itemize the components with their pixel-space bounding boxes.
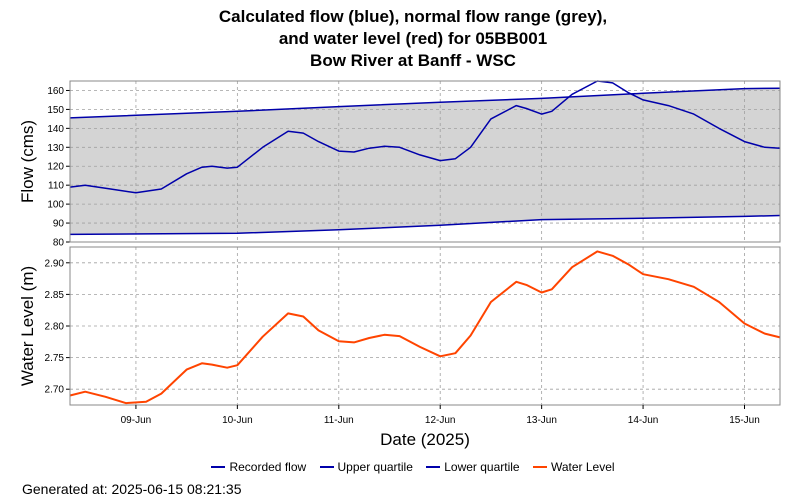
flow-tick-label-y: 110 [48, 181, 64, 192]
tick-label-x: 12-Jun [425, 415, 456, 426]
tick-label-x: 11-Jun [324, 415, 354, 426]
flow-y-axis-title: Flow (cms) [18, 120, 37, 203]
generated-timestamp: Generated at: 2025-06-15 08:21:35 [22, 481, 242, 497]
legend: Recorded flow Upper quartile Lower quart… [0, 459, 800, 474]
legend-swatch-recorded-flow [211, 465, 226, 468]
level-tick-label-y: 2.85 [45, 290, 65, 301]
flow-tick-label-y: 150 [47, 105, 64, 116]
title-line-3: Bow River at Banff - WSC [310, 51, 516, 70]
title-line-1: Calculated flow (blue), normal flow rang… [218, 7, 608, 26]
legend-item-water-level: Water Level [532, 459, 615, 474]
flow-tick-label-y: 130 [47, 143, 64, 154]
flow-plot-border [69, 80, 781, 243]
water-level-line [69, 250, 781, 405]
flow-tick-label-y: 140 [47, 124, 64, 135]
legend-label-lower-quartile: Lower quartile [444, 459, 520, 474]
chart-title: Calculated flow (blue), normal flow rang… [0, 6, 800, 72]
flow-tick-label-y: 160 [47, 86, 64, 97]
legend-item-recorded-flow: Recorded flow [211, 460, 306, 474]
legend-item-lower-quartile: Lower quartile [426, 459, 520, 474]
flow-tick-label-y: 90 [53, 219, 65, 230]
upper-quartile-line [69, 87, 781, 119]
flow-tick-label-y: 80 [53, 238, 65, 249]
level-tick-label-y: 2.80 [45, 322, 65, 333]
legend-swatch-lower-quartile [426, 465, 441, 468]
lower-quartile-line [69, 214, 781, 236]
title-line-2: and water level (red) for 05BB001 [278, 29, 548, 48]
level-tick-label-y: 2.75 [45, 353, 65, 364]
level-plot-border [69, 246, 781, 406]
legend-swatch-upper-quartile [319, 465, 334, 468]
flow-tick-label-y: 120 [47, 162, 64, 173]
tick-label-x: 10-Jun [222, 415, 253, 426]
tick-label-x: 09-Jun [121, 415, 152, 426]
recorded-flow-line [69, 80, 781, 194]
tick-label-x: 15-Jun [729, 415, 760, 426]
flow-panel: 80 90 100 110 120 130 140 150 160 Flow (cms) [18, 80, 781, 249]
tick-label-x: 14-Jun [628, 415, 659, 426]
legend-item-upper-quartile: Upper quartile [319, 459, 413, 474]
legend-label-recorded-flow: Recorded flow [229, 459, 307, 474]
water-level-panel: 2.70 2.75 2.80 2.85 2.90 Water Level (m) 09-Ju… [18, 246, 781, 449]
flow-tick-label-y: 100 [47, 200, 64, 211]
legend-label-upper-quartile: Upper quartile [337, 459, 413, 474]
level-tick-label-y: 2.70 [45, 385, 65, 396]
normal-range-band [70, 88, 780, 235]
x-axis-title: Date (2025) [380, 430, 470, 449]
level-tick-label-y: 2.90 [45, 258, 65, 269]
legend-swatch-water-level [532, 465, 547, 468]
tick-label-x: 13-Jun [526, 415, 557, 426]
legend-label-water-level: Water Level [550, 459, 615, 474]
level-y-axis-title: Water Level (m) [18, 266, 37, 386]
